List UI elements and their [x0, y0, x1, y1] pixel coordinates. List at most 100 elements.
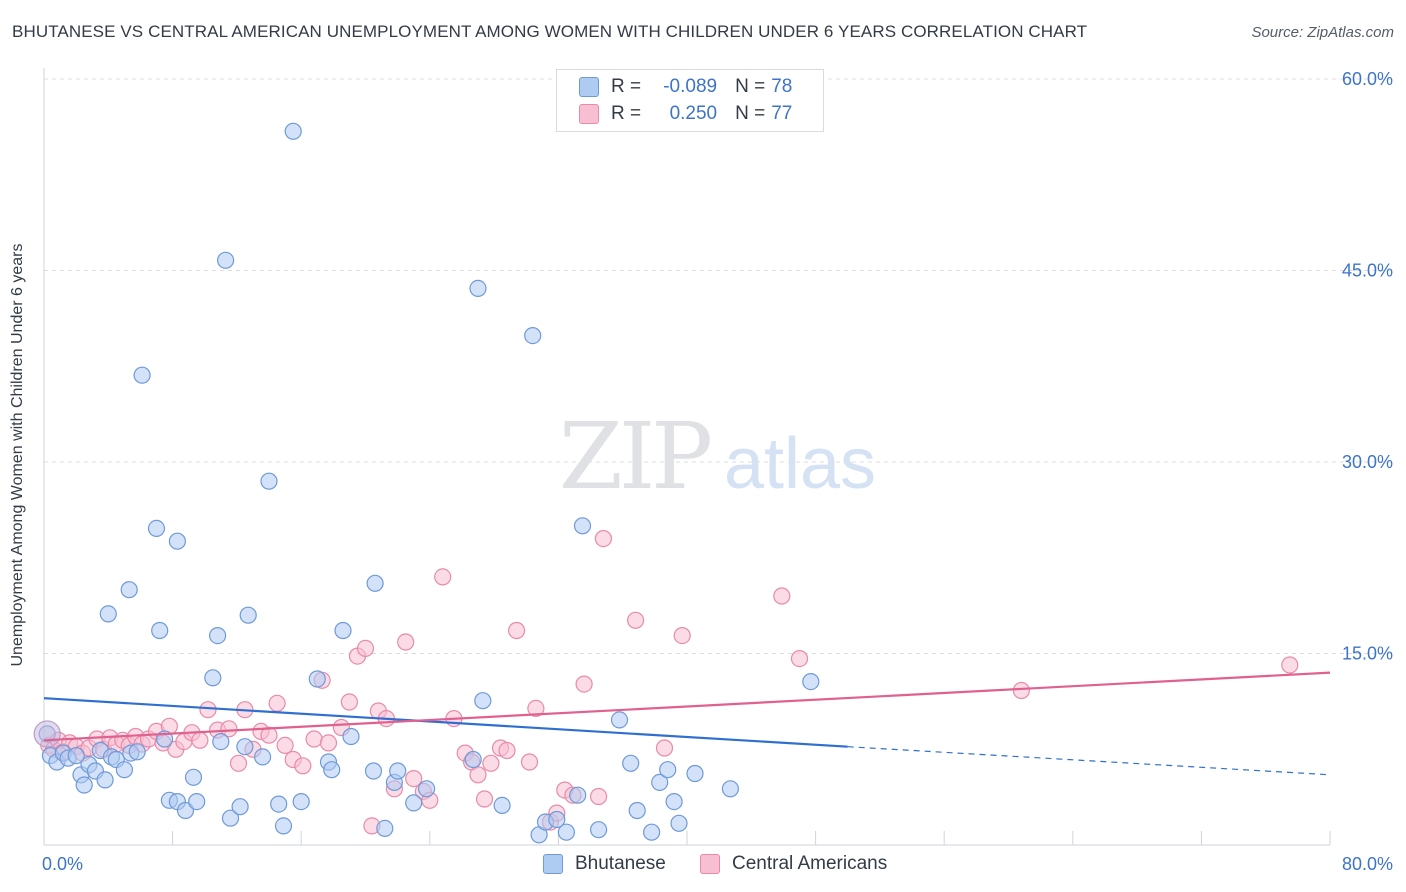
bhutanese-point: [168, 532, 186, 550]
legend-r-label: R =: [611, 103, 642, 124]
bhutanese-point: [364, 762, 383, 780]
bhutanese-point: [670, 814, 688, 832]
bhutanese-point: [96, 771, 114, 789]
tick-labels: 15.0% 30.0% 45.0% 60.0% 0.0% 80.0%: [42, 69, 1393, 874]
bhutanese-point: [308, 670, 326, 688]
bhutanese-point: [151, 621, 169, 640]
legend-swatch-blue: [579, 77, 599, 97]
watermark-atlas: atlas: [724, 424, 876, 504]
bhutanese-point: [524, 327, 542, 345]
y-tick-label: 15.0%: [1342, 644, 1393, 664]
bhutanese-point: [642, 823, 661, 841]
legend-series-name: Central Americans: [732, 853, 888, 874]
central-americans-point: [626, 611, 645, 629]
central-americans-point: [527, 699, 545, 718]
central-americans-point: [475, 790, 494, 808]
bhutanese-point: [184, 768, 203, 786]
bhutanese-point: [721, 780, 740, 798]
bhutanese-point: [405, 794, 423, 812]
bhutanese-trend-extension: [847, 746, 1331, 776]
central-americans-point: [260, 726, 278, 744]
bhutanese-point: [120, 581, 138, 599]
central-americans-point: [268, 694, 286, 712]
bhutanese-point: [474, 692, 492, 710]
bhutanese-point: [209, 626, 227, 645]
legend-n-label: N =: [735, 76, 766, 97]
bhutanese-point: [334, 621, 352, 640]
bhutanese-point: [651, 773, 669, 792]
legend-n-value: 77: [771, 103, 793, 124]
bhutanese-point: [67, 746, 85, 765]
bhutanese-point: [292, 792, 310, 811]
legend-n-label: N =: [735, 103, 766, 124]
central-americans-point: [589, 787, 608, 806]
central-americans-point: [498, 741, 516, 760]
central-americans-point: [594, 529, 613, 548]
legend-swatch-blue: [543, 854, 563, 874]
series-legend-bhutanese[interactable]: Bhutanese: [543, 852, 666, 876]
bhutanese-point: [628, 801, 646, 820]
bhutanese-point: [236, 738, 254, 756]
legend-r-label: R =: [611, 76, 642, 97]
central-americans-point: [575, 675, 593, 693]
legend-r-value: 0.250: [669, 103, 718, 124]
bhutanese-point: [133, 366, 151, 384]
bhutanese-point: [270, 795, 288, 813]
bhutanese-point: [557, 823, 576, 841]
bhutanese-point: [260, 472, 278, 490]
central-americans-point: [1012, 681, 1031, 700]
central-americans-point: [319, 734, 338, 752]
bhutanese-point: [176, 801, 195, 820]
legend-n-value: 78: [771, 76, 793, 97]
x-tick-label: 0.0%: [42, 854, 83, 874]
bhutanese-point: [464, 750, 482, 769]
bhutanese-point: [686, 764, 704, 783]
central-americans-point: [469, 766, 487, 784]
trend-lines: [43, 671, 1331, 776]
watermark-zip: ZIP: [559, 403, 710, 510]
central-americans-trend-line: [43, 671, 1331, 742]
central-americans-point: [199, 701, 217, 719]
central-americans-point: [1281, 656, 1299, 674]
bhutanese-point: [284, 122, 302, 140]
legend-row-bhutanese: R = -0.089 N = 78: [579, 75, 792, 99]
central-americans-point: [520, 753, 539, 771]
chart-title: BHUTANESE VS CENTRAL AMERICAN UNEMPLOYME…: [12, 22, 1088, 41]
bhutanese-point: [418, 780, 436, 798]
central-americans-point: [405, 769, 423, 788]
bhutanese-point: [573, 517, 592, 535]
bhutanese-point: [659, 761, 677, 779]
bhutanese-point: [589, 821, 608, 839]
bhutanese-point: [323, 761, 341, 779]
legend-swatch-pink: [579, 104, 599, 124]
central-americans-point: [790, 649, 809, 668]
central-americans-point: [655, 739, 674, 757]
series-legend-central-americans[interactable]: Central Americans: [700, 852, 887, 876]
legend-r-value: -0.089: [663, 76, 718, 97]
bhutanese-point: [99, 605, 117, 623]
central-americans-point: [305, 730, 323, 748]
central-americans-point: [434, 568, 452, 586]
central-americans-point: [356, 639, 375, 658]
bhutanese-point: [665, 792, 683, 811]
bhutanese-point: [802, 672, 820, 691]
central-americans-point: [482, 754, 500, 772]
bhutanese-point: [469, 279, 487, 297]
bhutanese-point: [493, 796, 511, 815]
bhutanese-points: [33, 122, 820, 844]
bhutanese-point: [254, 748, 272, 766]
central-americans-point: [773, 587, 791, 605]
y-tick-label: 30.0%: [1342, 452, 1393, 472]
central-americans-point: [276, 736, 294, 755]
central-americans-point: [191, 731, 209, 749]
correlation-legend: R = -0.089 N = 78 R = 0.250 N = 77: [556, 69, 824, 132]
bhutanese-point: [342, 727, 360, 746]
bhutanese-point: [231, 798, 249, 816]
bhutanese-point: [610, 711, 629, 729]
bhutanese-point: [221, 809, 240, 827]
bhutanese-point: [128, 743, 146, 761]
legend-swatch-pink: [700, 854, 720, 874]
central-americans-point: [673, 626, 691, 645]
bhutanese-point: [548, 810, 566, 829]
